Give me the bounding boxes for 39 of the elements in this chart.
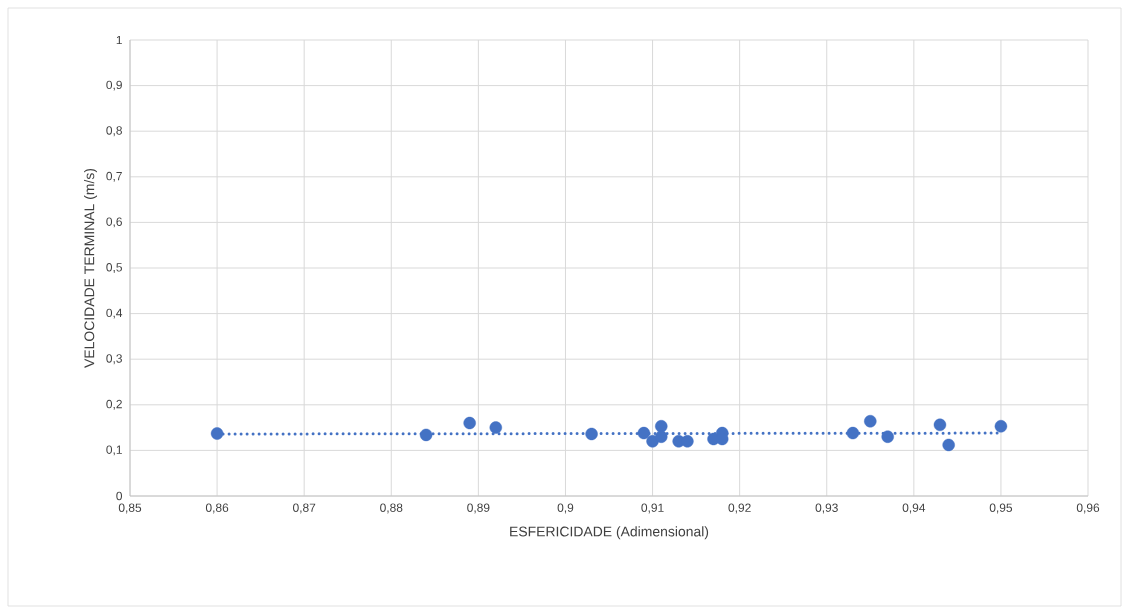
point [933,418,947,432]
y-tick-label: 0,6 [106,217,122,228]
x-tick-label: 0,96 [1076,503,1100,514]
y-tick-label: 0,4 [106,308,123,319]
point [210,427,224,440]
point [994,420,1008,433]
x-tick-label: 0,92 [728,503,751,514]
y-tick-label: 0,1 [106,445,122,456]
point [489,421,502,434]
x-tick-label: 0,89 [467,503,490,514]
y-tick-label: 1 [116,35,122,45]
point [419,428,433,442]
y-tick-label: 0 [116,491,123,501]
x-tick-label: 0,9 [557,503,574,514]
x-tick-label: 0,86 [205,503,229,514]
x-tick-label: 0,95 [989,503,1013,514]
y-tick-label: 0,5 [106,263,122,273]
point [463,416,476,430]
y-tick-label: 0,7 [106,171,122,182]
y-axis-title: VELOCIDADE TERMINAL (m/s) [84,168,98,368]
x-tick-label: 0,94 [902,503,926,514]
point [881,430,894,443]
point [655,430,668,443]
point [942,438,955,452]
x-axis-title: ESFERICIDADE (Adimensional) [510,526,709,540]
y-tick-label: 0,9 [106,80,122,91]
x-tick-label: 0,93 [815,503,838,514]
point [585,427,598,441]
point [846,426,860,440]
x-tick-label: 0,88 [380,503,403,514]
y-tick-label: 0,3 [106,354,122,365]
x-tick-label: 0,85 [118,503,142,514]
point [655,420,668,433]
x-tick-label: 0,87 [293,503,316,514]
y-tick-label: 0,2 [106,399,122,410]
x-tick-label: 0,91 [641,503,664,514]
point [637,426,651,440]
y-tick-label: 0,8 [106,126,122,137]
point [864,415,877,428]
